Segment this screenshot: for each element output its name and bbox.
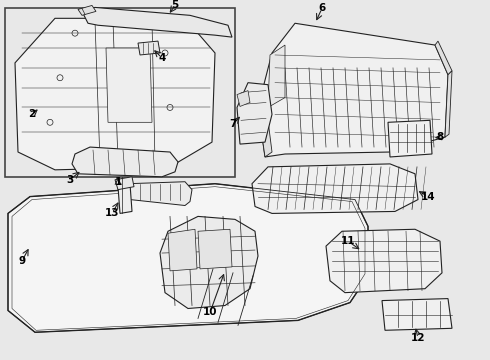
Text: 8: 8 <box>437 132 443 142</box>
Polygon shape <box>237 83 272 144</box>
Polygon shape <box>168 229 197 271</box>
Polygon shape <box>435 41 452 75</box>
Text: 5: 5 <box>172 0 179 10</box>
Text: 11: 11 <box>341 236 355 246</box>
Polygon shape <box>82 8 232 37</box>
Polygon shape <box>128 182 192 206</box>
Polygon shape <box>115 177 134 190</box>
Text: 4: 4 <box>158 53 166 63</box>
Polygon shape <box>106 48 152 122</box>
Bar <box>5 8 235 177</box>
Text: 14: 14 <box>421 192 435 202</box>
Polygon shape <box>198 229 232 269</box>
Text: 6: 6 <box>318 3 326 13</box>
Polygon shape <box>160 216 258 309</box>
Text: 12: 12 <box>411 333 425 343</box>
Text: 2: 2 <box>28 109 36 120</box>
Polygon shape <box>15 18 215 170</box>
Text: 10: 10 <box>203 307 217 318</box>
Text: 1: 1 <box>114 177 122 187</box>
Polygon shape <box>72 147 178 177</box>
Text: 7: 7 <box>229 119 237 129</box>
Text: 3: 3 <box>66 175 74 185</box>
Polygon shape <box>258 23 448 157</box>
Polygon shape <box>326 229 442 293</box>
Text: 9: 9 <box>19 256 25 266</box>
Polygon shape <box>118 184 132 213</box>
Polygon shape <box>138 41 160 55</box>
Polygon shape <box>8 184 368 332</box>
Polygon shape <box>268 45 285 107</box>
Text: 13: 13 <box>105 208 119 219</box>
Polygon shape <box>237 91 250 107</box>
Polygon shape <box>252 164 418 213</box>
Polygon shape <box>445 71 452 137</box>
Polygon shape <box>382 298 452 330</box>
Polygon shape <box>78 5 96 15</box>
Polygon shape <box>258 104 272 157</box>
Polygon shape <box>388 120 432 157</box>
